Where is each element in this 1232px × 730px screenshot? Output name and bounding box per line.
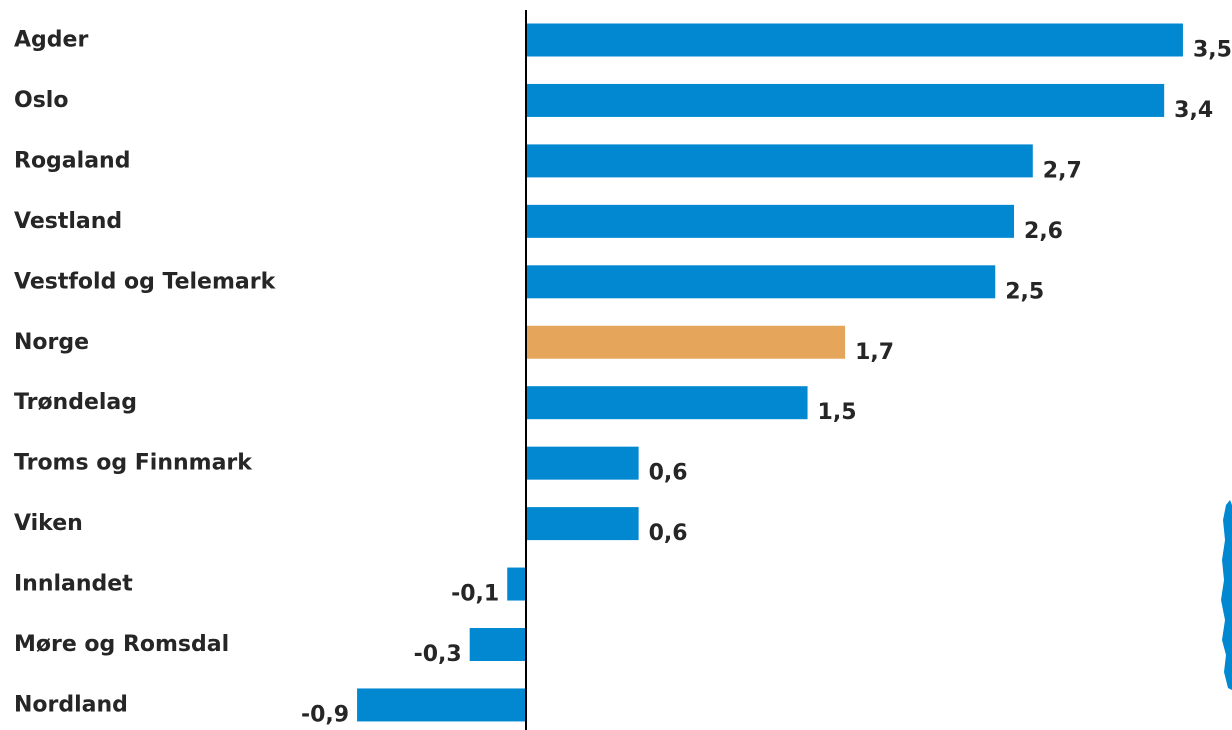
data-label: 2,6 <box>1024 219 1063 244</box>
bar-oslo <box>526 83 1165 117</box>
data-label: -0,9 <box>301 702 349 727</box>
category-label: Møre og Romsdal <box>14 632 229 657</box>
bar-innlandet <box>507 567 526 601</box>
data-label: 0,6 <box>649 521 688 546</box>
bar-rogaland <box>526 144 1033 178</box>
data-label: -0,1 <box>451 582 499 607</box>
category-label: Rogaland <box>14 148 130 173</box>
data-label: 2,7 <box>1043 158 1082 183</box>
category-labels: Agder Oslo Rogaland Vestland Vestfold og Tel… <box>14 28 277 718</box>
category-label: Viken <box>14 511 83 536</box>
category-label: Vestland <box>14 209 122 234</box>
bar-møre-og-romsdal <box>469 628 526 661</box>
bar-troms-og-finnmark <box>526 446 639 480</box>
map-fragment-shape <box>1221 500 1232 690</box>
category-label: Oslo <box>14 88 68 113</box>
bar-trøndelag <box>526 386 808 420</box>
data-label: -0,3 <box>414 642 462 667</box>
data-label: 0,6 <box>649 461 688 486</box>
data-label: 3,5 <box>1193 38 1232 63</box>
bar-nordland <box>357 688 526 722</box>
category-label: Innlandet <box>14 572 133 597</box>
bars <box>357 23 1183 722</box>
bar-vestfold-og-telemark <box>526 265 996 299</box>
category-label: Norge <box>14 330 89 355</box>
map-fragment-icon <box>1221 500 1232 690</box>
bar-viken <box>526 507 639 541</box>
data-label: 2,5 <box>1005 279 1044 304</box>
bar-norge <box>526 325 846 359</box>
category-label: Nordland <box>14 692 128 717</box>
data-label: 1,5 <box>818 400 857 425</box>
value-labels: 3,5 3,4 2,7 2,6 2,5 1,7 1,5 0,6 0,6 -0,1 -0,3 -0,9 <box>301 38 1232 728</box>
data-label: 3,4 <box>1174 98 1213 123</box>
data-label: 1,7 <box>855 340 894 365</box>
bar-vestland <box>526 204 1015 238</box>
category-label: Agder <box>14 28 88 53</box>
category-label: Trøndelag <box>14 390 137 415</box>
category-label: Vestfold og Telemark <box>14 269 277 294</box>
bar-agder <box>526 23 1183 57</box>
category-label: Troms og Finnmark <box>14 451 253 476</box>
